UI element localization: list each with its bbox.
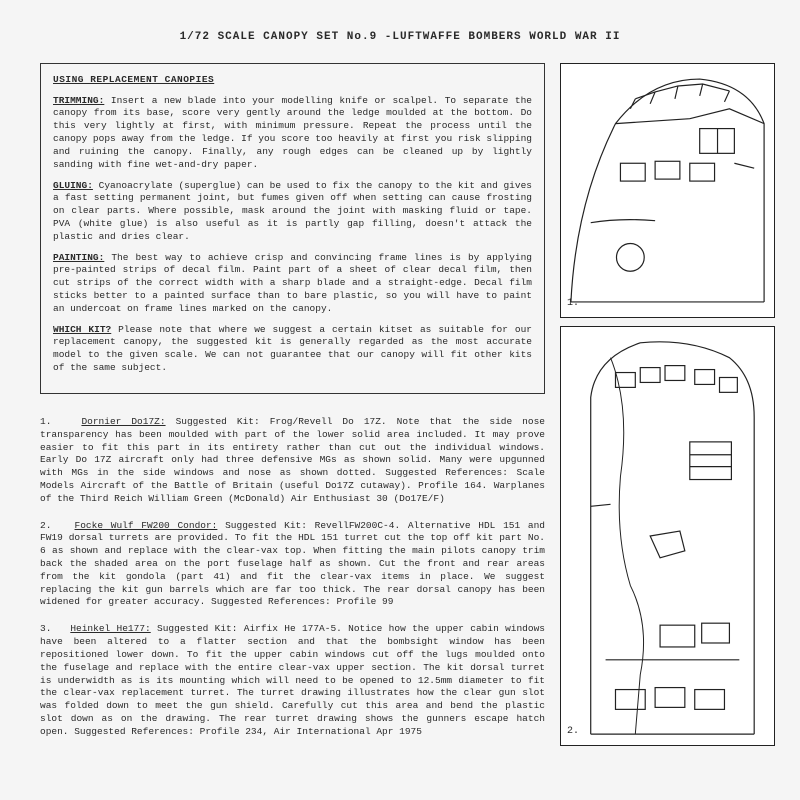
diagram-2: 2. bbox=[560, 326, 775, 746]
gluing-label: GLUING: bbox=[53, 180, 93, 191]
right-column: 1. bbox=[560, 63, 775, 754]
item-1-title: Dornier Do17Z: bbox=[81, 416, 165, 427]
box-heading: USING REPLACEMENT CANOPIES bbox=[53, 74, 532, 87]
item-2: 2. Focke Wulf FW200 Condor: Suggested Ki… bbox=[40, 520, 545, 610]
aircraft-fuselage-drawing-icon bbox=[561, 327, 774, 745]
item-1-text: Suggested Kit: Frog/Revell Do 17Z. Note … bbox=[40, 416, 545, 504]
item-2-num: 2. bbox=[40, 520, 51, 531]
instruction-whichkit: WHICH KIT? Please note that where we sug… bbox=[53, 324, 532, 375]
trimming-text: Insert a new blade into your modelling k… bbox=[53, 95, 532, 170]
left-column: USING REPLACEMENT CANOPIES TRIMMING: Ins… bbox=[25, 63, 545, 754]
item-3-title: Heinkel He177: bbox=[70, 623, 150, 634]
whichkit-text: Please note that where we suggest a cert… bbox=[53, 324, 532, 373]
content-wrap: USING REPLACEMENT CANOPIES TRIMMING: Ins… bbox=[25, 63, 775, 754]
item-2-text: Suggested Kit: RevellFW200C-4. Alternati… bbox=[40, 520, 545, 608]
page-title: 1/72 SCALE CANOPY SET No.9 -LUFTWAFFE BO… bbox=[25, 30, 775, 45]
item-1: 1. Dornier Do17Z: Suggested Kit: Frog/Re… bbox=[40, 416, 545, 506]
diagram-1-label: 1. bbox=[567, 297, 579, 311]
trimming-label: TRIMMING: bbox=[53, 95, 104, 106]
whichkit-label: WHICH KIT? bbox=[53, 324, 111, 335]
item-3: 3. Heinkel He177: Suggested Kit: Airfix … bbox=[40, 623, 545, 738]
gluing-text: Cyanoacrylate (superglue) can be used to… bbox=[53, 180, 532, 242]
diagram-2-label: 2. bbox=[567, 725, 579, 739]
painting-text: The best way to achieve crisp and convin… bbox=[53, 252, 532, 314]
item-1-num: 1. bbox=[40, 416, 51, 427]
instruction-painting: PAINTING: The best way to achieve crisp … bbox=[53, 252, 532, 316]
instruction-trimming: TRIMMING: Insert a new blade into your m… bbox=[53, 95, 532, 172]
painting-label: PAINTING: bbox=[53, 252, 104, 263]
instruction-gluing: GLUING: Cyanoacrylate (superglue) can be… bbox=[53, 180, 532, 244]
diagram-1: 1. bbox=[560, 63, 775, 318]
item-3-num: 3. bbox=[40, 623, 51, 634]
item-3-text: Suggested Kit: Airfix He 177A-5. Notice … bbox=[40, 623, 545, 737]
aircraft-nose-drawing-icon bbox=[561, 64, 774, 317]
item-2-title: Focke Wulf FW200 Condor: bbox=[75, 520, 218, 531]
instructions-box: USING REPLACEMENT CANOPIES TRIMMING: Ins… bbox=[40, 63, 545, 394]
